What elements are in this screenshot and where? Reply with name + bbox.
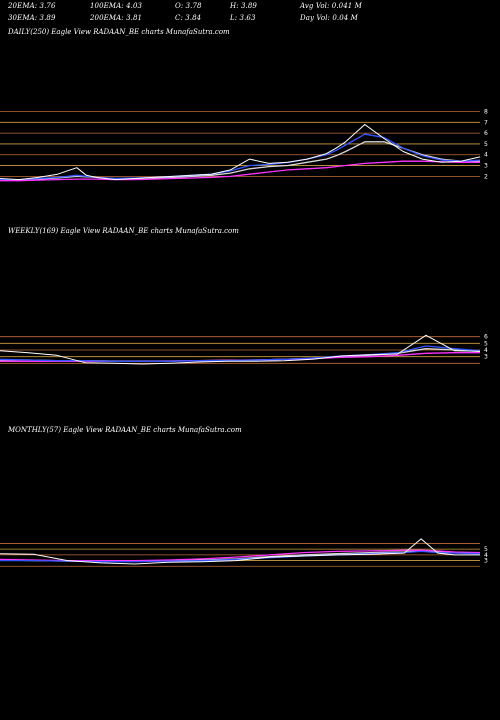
daily-y-tick-6: 6 <box>484 130 488 137</box>
daily-y-tick-5: 5 <box>484 141 488 148</box>
daily-chart: 8 7 6 5 4 3 2 <box>0 108 488 182</box>
high-label: H: 3.89 <box>230 2 257 10</box>
ema30-label: 30EMA: 3.89 <box>8 14 56 22</box>
monthly-series-line-0 <box>0 538 480 565</box>
daily-y-tick-8: 8 <box>484 108 488 115</box>
daily-y-tick-7: 7 <box>484 119 488 126</box>
weekly-series-line-1 <box>0 345 481 362</box>
daily-y-tick-2: 2 <box>484 173 488 180</box>
weekly-y-tick-3: 3 <box>484 354 488 361</box>
monthly-y-tick-3: 3 <box>484 558 488 565</box>
ema100-label: 100EMA: 4.03 <box>90 2 143 10</box>
low-label: L: 3.63 <box>230 14 256 22</box>
avg-vol-label: Avg Vol: 0.041 M <box>300 2 362 10</box>
weekly-y-tick-5: 5 <box>484 340 488 347</box>
daily-series-line-1 <box>0 160 480 182</box>
weekly-y-tick-6: 6 <box>484 334 488 341</box>
ema200-label: 200EMA: 3.81 <box>90 14 143 22</box>
monthly-y-tick-4: 4 <box>484 552 488 559</box>
daily-series-line-2 <box>0 133 481 181</box>
ema20-label: 20EMA: 3.76 <box>8 2 56 10</box>
open-label: O: 3.78 <box>175 2 202 10</box>
monthly-y-tick-5: 5 <box>484 546 488 553</box>
monthly-series-line-1 <box>0 550 481 563</box>
daily-y-tick-3: 3 <box>484 163 488 170</box>
day-vol-label: Day Vol: 0.04 M <box>300 14 358 22</box>
close-label: C: 3.84 <box>175 14 202 22</box>
daily-panel-title: DAILY(250) Eagle View RADAAN_BE charts M… <box>8 28 230 36</box>
monthly-series-line-2 <box>0 549 481 562</box>
weekly-panel-title: WEEKLY(169) Eagle View RADAAN_BE charts … <box>8 227 239 235</box>
daily-y-tick-4: 4 <box>484 152 488 159</box>
monthly-chart: 543 <box>0 538 488 567</box>
weekly-y-tick-4: 4 <box>484 347 488 354</box>
daily-series-line-0 <box>0 124 481 181</box>
monthly-panel-title: MONTHLY(57) Eagle View RADAAN_BE charts … <box>8 426 242 434</box>
weekly-series-line-0 <box>0 334 481 365</box>
